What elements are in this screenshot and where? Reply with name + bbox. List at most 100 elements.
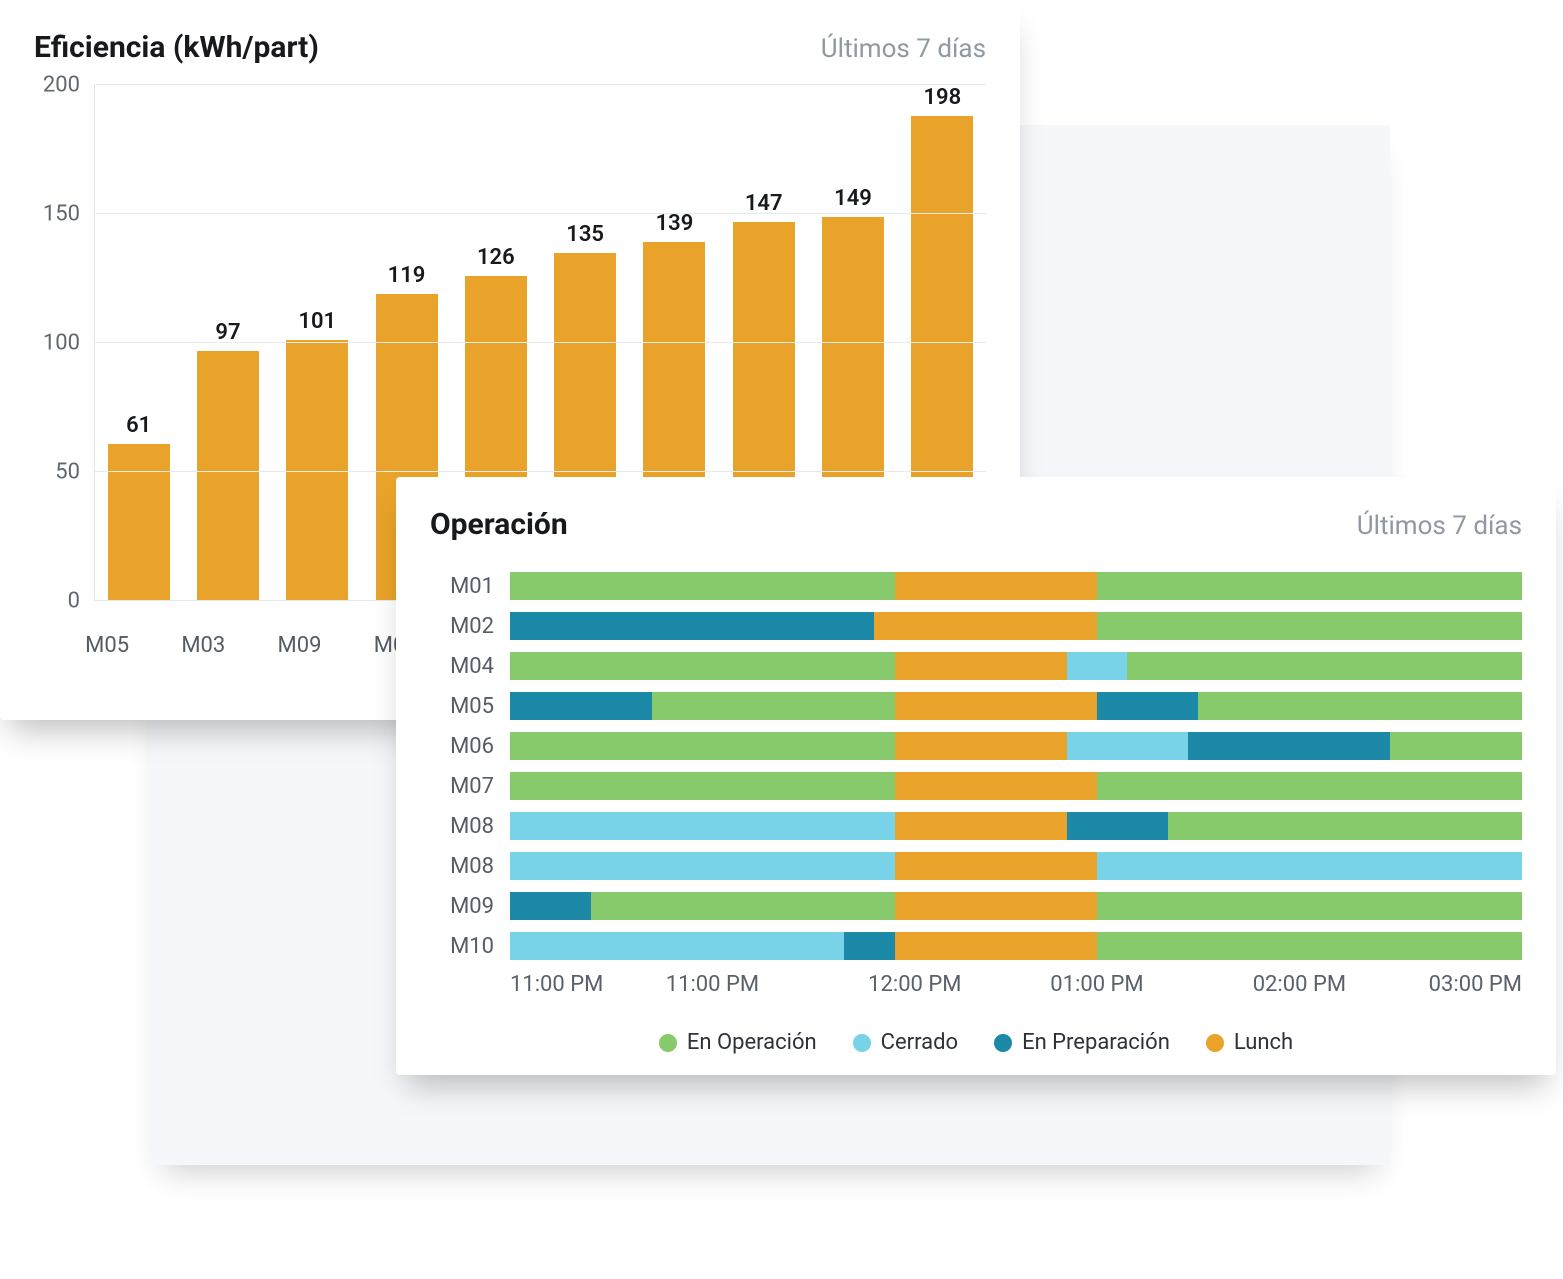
gantt-row-label: M07 [430,774,510,799]
gantt-track [510,732,1522,760]
gantt-segment-prep [510,612,874,640]
y-tick-label: 50 [55,460,80,485]
gantt-segment-op [1390,732,1522,760]
bar-column: 101 [280,85,355,601]
gantt-track [510,772,1522,800]
gantt-segment-closed [1097,852,1522,880]
bar-column: 61 [101,85,176,601]
gantt-row-label: M05 [430,694,510,719]
bar [197,351,259,601]
legend-swatch [853,1034,871,1052]
gantt-segment-lunch [895,892,1097,920]
gantt-segment-lunch [895,772,1097,800]
gantt-segment-prep [510,692,652,720]
gridline [95,471,986,472]
gridline [95,84,986,85]
gantt-row-label: M09 [430,894,510,919]
gantt-row-label: M08 [430,854,510,879]
gantt-segment-op [510,572,895,600]
gantt-track [510,652,1522,680]
legend-item: Lunch [1206,1030,1293,1055]
efficiency-y-axis: 050100150200 [34,85,94,601]
gantt-segment-op [510,732,895,760]
gantt-segment-closed [1067,732,1188,760]
gantt-segment-closed [510,932,844,960]
bar-value-label: 147 [745,191,783,216]
y-tick-label: 150 [43,202,80,227]
legend-label: Lunch [1234,1030,1293,1055]
gantt-row: M02 [430,612,1522,640]
gantt-segment-op [1097,892,1522,920]
gantt-segment-lunch [895,812,1067,840]
x-tick-label: M05 [66,633,148,658]
gantt-row: M06 [430,732,1522,760]
gantt-segment-op [652,692,895,720]
bar-value-label: 126 [477,245,515,270]
operation-body: M01 M02 M04 M05 M06 M07 M08 M08 M09 M10 11:00 PM 1… [396,552,1556,1075]
y-tick-label: 200 [43,73,80,98]
bar-column: 97 [190,85,265,601]
gantt-segment-prep [1097,692,1198,720]
gantt-track [510,892,1522,920]
legend-item: Cerrado [853,1030,958,1055]
gantt-segment-lunch [895,572,1097,600]
efficiency-header: Eficiencia (kWh/part) Últimos 7 días [0,0,1020,75]
gantt-segment-closed [1067,652,1128,680]
legend-swatch [659,1034,677,1052]
legend-label: En Preparación [1022,1030,1170,1055]
gantt-segment-lunch [895,652,1067,680]
gantt-row: M07 [430,772,1522,800]
gantt-row: M04 [430,652,1522,680]
gantt-segment-closed [510,852,895,880]
legend-item: En Preparación [994,1030,1170,1055]
bar-value-label: 198 [923,85,961,110]
gantt-segment-prep [1067,812,1168,840]
gantt-track [510,932,1522,960]
gantt-row: M05 [430,692,1522,720]
gantt-segment-op [1097,772,1522,800]
legend-label: Cerrado [881,1030,958,1055]
gantt-x-tick-label: 01:00 PM [1050,972,1143,997]
gantt-segment-lunch [895,932,1097,960]
operation-rows: M01 M02 M04 M05 M06 M07 M08 M08 M09 M10 [430,572,1522,960]
gantt-track [510,852,1522,880]
gantt-segment-op [510,772,895,800]
gantt-segment-op [1198,692,1522,720]
gantt-segment-op [591,892,895,920]
x-tick-label: M03 [162,633,244,658]
gantt-row-label: M06 [430,734,510,759]
bar-value-label: 119 [388,263,426,288]
operation-x-axis: 11:00 PM11:00 PM12:00 PM01:00 PM02:00 PM… [510,972,1522,1002]
gantt-segment-op [1097,932,1522,960]
gantt-row: M08 [430,852,1522,880]
gantt-segment-lunch [895,852,1097,880]
gantt-row: M01 [430,572,1522,600]
gantt-x-tick-label: 12:00 PM [868,972,961,997]
bar [108,444,170,601]
operation-subtitle: Últimos 7 días [1357,511,1522,541]
gantt-track [510,612,1522,640]
y-tick-label: 0 [68,589,80,614]
bar-value-label: 97 [215,320,240,345]
gantt-segment-closed [510,812,895,840]
efficiency-title: Eficiencia (kWh/part) [34,30,319,65]
legend-label: En Operación [687,1030,817,1055]
gantt-row-label: M02 [430,614,510,639]
efficiency-subtitle: Últimos 7 días [821,34,986,64]
gantt-segment-op [1168,812,1522,840]
gantt-segment-lunch [895,732,1067,760]
legend-swatch [994,1034,1012,1052]
gantt-row-label: M08 [430,814,510,839]
gantt-segment-op [510,652,895,680]
gantt-segment-prep [510,892,591,920]
operation-legend: En Operación Cerrado En Preparación Lunch [430,1030,1522,1055]
bar-value-label: 149 [834,186,872,211]
gantt-row: M10 [430,932,1522,960]
gantt-row: M09 [430,892,1522,920]
gantt-segment-lunch [895,692,1097,720]
gantt-x-tick-label: 11:00 PM [666,972,759,997]
gantt-row-label: M04 [430,654,510,679]
gantt-track [510,692,1522,720]
operation-header: Operación Últimos 7 días [396,477,1556,552]
operation-card: Operación Últimos 7 días M01 M02 M04 M05 M06… [396,477,1556,1075]
